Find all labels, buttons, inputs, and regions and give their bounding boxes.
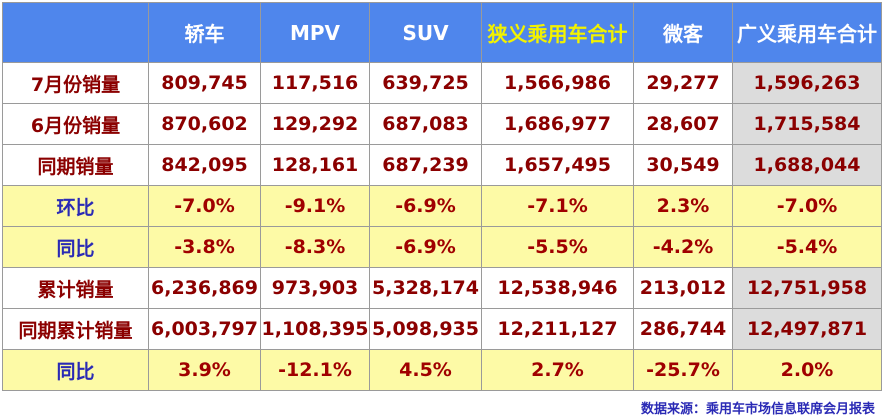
- table-cell: 29,277: [633, 62, 733, 104]
- table-cell: 2.3%: [633, 185, 733, 227]
- table-cell: -12.1%: [260, 349, 370, 391]
- table-cell: 809,745: [148, 62, 261, 104]
- table-cell: 3.9%: [148, 349, 261, 391]
- header-cell-narrow-total: 狭义乘用车合计: [481, 2, 634, 63]
- table-cell-total: 12,751,958: [732, 267, 882, 309]
- table-cell: -25.7%: [633, 349, 733, 391]
- row-label: 环比: [2, 185, 149, 227]
- table-cell: 687,239: [369, 144, 482, 186]
- table-cell-total: -7.0%: [732, 185, 882, 227]
- sales-table: 轿车 MPV SUV 狭义乘用车合计 微客 广义乘用车合计 7月份销量 809,…: [2, 2, 882, 391]
- table-row: 7月份销量 809,745 117,516 639,725 1,566,986 …: [2, 62, 882, 104]
- row-label: 6月份销量: [2, 103, 149, 145]
- table-row: 6月份销量 870,602 129,292 687,083 1,686,977 …: [2, 103, 882, 145]
- table-cell: -6.9%: [369, 226, 482, 268]
- table-row-ratio: 同比 -3.8% -8.3% -6.9% -5.5% -4.2% -5.4%: [2, 226, 882, 268]
- table-cell: 12,538,946: [481, 267, 634, 309]
- table-cell: 213,012: [633, 267, 733, 309]
- table-cell: -7.1%: [481, 185, 634, 227]
- table-cell: 30,549: [633, 144, 733, 186]
- table-row-ratio: 同比 3.9% -12.1% 4.5% 2.7% -25.7% 2.0%: [2, 349, 882, 391]
- row-label: 7月份销量: [2, 62, 149, 104]
- table-cell: 6,003,797: [148, 308, 261, 350]
- table-cell: -7.0%: [148, 185, 261, 227]
- table-cell: 1,686,977: [481, 103, 634, 145]
- table-cell: 639,725: [369, 62, 482, 104]
- header-cell-corner: [2, 2, 149, 63]
- table-cell-total: 2.0%: [732, 349, 882, 391]
- header-cell-minivan: 微客: [633, 2, 733, 63]
- table-cell: -3.8%: [148, 226, 261, 268]
- table-cell: 28,607: [633, 103, 733, 145]
- table-cell: -8.3%: [260, 226, 370, 268]
- table-cell: -5.5%: [481, 226, 634, 268]
- table-cell: -6.9%: [369, 185, 482, 227]
- row-label: 同期累计销量: [2, 308, 149, 350]
- table-cell: 2.7%: [481, 349, 634, 391]
- table-cell: 1,657,495: [481, 144, 634, 186]
- table-cell: 4.5%: [369, 349, 482, 391]
- table-row: 累计销量 6,236,869 973,903 5,328,174 12,538,…: [2, 267, 882, 309]
- table-row-ratio: 环比 -7.0% -9.1% -6.9% -7.1% 2.3% -7.0%: [2, 185, 882, 227]
- source-note: 数据来源：乘用车市场信息联席会月报表: [640, 402, 875, 417]
- table-cell-total: 1,688,044: [732, 144, 882, 186]
- table-cell-total: 1,596,263: [732, 62, 882, 104]
- table-cell: 128,161: [260, 144, 370, 186]
- table-cell: 129,292: [260, 103, 370, 145]
- table-cell: 870,602: [148, 103, 261, 145]
- table-row: 同期累计销量 6,003,797 1,108,395 5,098,935 12,…: [2, 308, 882, 350]
- row-label: 同期销量: [2, 144, 149, 186]
- header-cell-mpv: MPV: [260, 2, 370, 63]
- table-cell: 12,211,127: [481, 308, 634, 350]
- table-cell: 286,744: [633, 308, 733, 350]
- table-cell: -9.1%: [260, 185, 370, 227]
- header-row: 轿车 MPV SUV 狭义乘用车合计 微客 广义乘用车合计: [2, 2, 882, 63]
- table-cell-total: 12,497,871: [732, 308, 882, 350]
- table-cell-total: -5.4%: [732, 226, 882, 268]
- table-cell: 687,083: [369, 103, 482, 145]
- header-cell-broad-total: 广义乘用车合计: [732, 2, 882, 63]
- table-cell: 5,328,174: [369, 267, 482, 309]
- row-label: 累计销量: [2, 267, 149, 309]
- row-label: 同比: [2, 349, 149, 391]
- table-cell: 6,236,869: [148, 267, 261, 309]
- header-cell-suv: SUV: [369, 2, 482, 63]
- table-cell: 842,095: [148, 144, 261, 186]
- table-cell: 1,108,395: [260, 308, 370, 350]
- table-row: 同期销量 842,095 128,161 687,239 1,657,495 3…: [2, 144, 882, 186]
- table-cell: 5,098,935: [369, 308, 482, 350]
- row-label: 同比: [2, 226, 149, 268]
- table-cell-total: 1,715,584: [732, 103, 882, 145]
- table-cell: 1,566,986: [481, 62, 634, 104]
- table-cell: 973,903: [260, 267, 370, 309]
- table-cell: 117,516: [260, 62, 370, 104]
- table-cell: -4.2%: [633, 226, 733, 268]
- header-cell-sedan: 轿车: [148, 2, 261, 63]
